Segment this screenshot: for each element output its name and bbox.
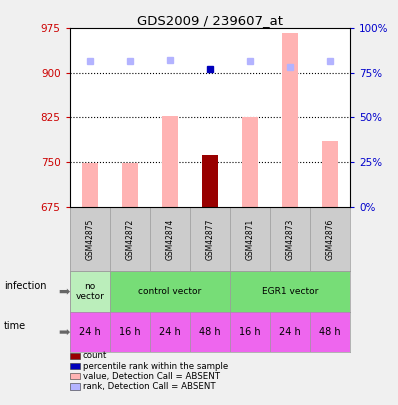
Bar <box>282 32 298 207</box>
Text: infection: infection <box>4 281 47 290</box>
Text: 24 h: 24 h <box>159 327 181 337</box>
Text: time: time <box>4 321 26 331</box>
Bar <box>202 155 218 207</box>
Bar <box>190 312 230 352</box>
Text: 48 h: 48 h <box>319 327 341 337</box>
Bar <box>242 117 258 207</box>
Text: 24 h: 24 h <box>79 327 101 337</box>
Bar <box>162 116 178 207</box>
Bar <box>230 271 350 312</box>
Text: count: count <box>83 352 107 360</box>
Text: GSM42872: GSM42872 <box>125 218 134 260</box>
Text: 24 h: 24 h <box>279 327 301 337</box>
Text: rank, Detection Call = ABSENT: rank, Detection Call = ABSENT <box>83 382 215 391</box>
Bar <box>122 163 138 207</box>
Text: GSM42874: GSM42874 <box>165 218 174 260</box>
Bar <box>70 271 110 312</box>
Text: no
vector: no vector <box>75 282 104 301</box>
Text: 16 h: 16 h <box>239 327 261 337</box>
Title: GDS2009 / 239607_at: GDS2009 / 239607_at <box>137 14 283 27</box>
Text: GSM42875: GSM42875 <box>85 218 94 260</box>
Text: 48 h: 48 h <box>199 327 221 337</box>
Text: percentile rank within the sample: percentile rank within the sample <box>83 362 228 371</box>
Text: GSM42871: GSM42871 <box>246 218 255 260</box>
Text: 16 h: 16 h <box>119 327 140 337</box>
Bar <box>310 312 350 352</box>
Bar <box>70 312 110 352</box>
Bar <box>110 312 150 352</box>
Text: GSM42876: GSM42876 <box>326 218 335 260</box>
Text: value, Detection Call = ABSENT: value, Detection Call = ABSENT <box>83 372 220 381</box>
Bar <box>270 312 310 352</box>
Text: EGR1 vector: EGR1 vector <box>262 287 318 296</box>
Text: GSM42873: GSM42873 <box>286 218 295 260</box>
Bar <box>230 312 270 352</box>
Text: GSM42877: GSM42877 <box>205 218 215 260</box>
Bar <box>322 141 338 207</box>
Bar <box>110 271 230 312</box>
Bar <box>150 312 190 352</box>
Bar <box>82 163 98 207</box>
Text: control vector: control vector <box>138 287 201 296</box>
